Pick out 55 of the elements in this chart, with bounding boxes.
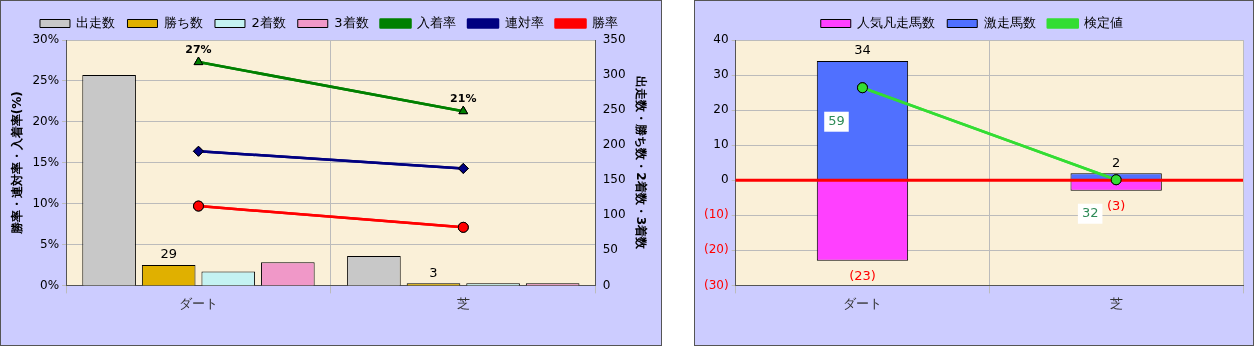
y2-axis-title: 出走数・勝ち数・2着数・3着数 xyxy=(633,76,648,251)
point xyxy=(457,162,469,174)
legend-label: 勝率 xyxy=(592,14,619,30)
y-tick-label: 30 xyxy=(713,67,729,82)
y-tick-label: 15% xyxy=(32,154,60,169)
data-label: 2 xyxy=(1112,154,1121,170)
point xyxy=(458,105,469,115)
x-tick-label: 芝 xyxy=(1109,295,1123,311)
legend-label: 3着数 xyxy=(334,14,369,30)
legend-label: 2着数 xyxy=(251,14,286,30)
y-axis-title: 勝率・連対率・入着率(%) xyxy=(10,91,25,236)
y-tick-label: 40 xyxy=(713,32,729,47)
data-label: (3) xyxy=(1106,198,1126,214)
y-tick-label: 25% xyxy=(32,73,60,88)
point xyxy=(457,221,469,233)
data-label: 3 xyxy=(429,264,438,280)
y-tick-label: 10% xyxy=(32,195,60,210)
y-tick-label: 20 xyxy=(713,102,729,117)
legend-label: 連対率 xyxy=(504,14,544,30)
legend-label: 激走馬数 xyxy=(983,14,1036,30)
y-tick-label: 20% xyxy=(32,113,60,128)
y2-tick-label: 200 xyxy=(602,137,626,152)
point xyxy=(193,56,204,66)
y2-tick-label: 50 xyxy=(602,242,618,257)
y2-tick-label: 0 xyxy=(602,277,611,292)
x-tick-label: ダート xyxy=(178,295,218,311)
y2-tick-label: 150 xyxy=(602,172,626,187)
y-tick-label: 30% xyxy=(32,32,60,47)
y2-tick-label: 350 xyxy=(602,32,626,47)
legend-label: 人気凡走馬数 xyxy=(857,14,936,30)
data-label: 59 xyxy=(828,113,845,129)
legend-label: 入着率 xyxy=(417,14,457,30)
y-tick-label: (20) xyxy=(703,242,729,257)
data-label: 29 xyxy=(160,246,177,262)
y2-tick-label: 250 xyxy=(602,102,626,117)
y-tick-label: 0% xyxy=(40,277,60,292)
y2-tick-label: 100 xyxy=(602,207,626,222)
data-label: 34 xyxy=(854,42,871,58)
point xyxy=(192,145,204,157)
y-tick-label: (30) xyxy=(703,277,729,292)
data-label: 21% xyxy=(450,92,477,106)
data-label: (23) xyxy=(849,268,876,284)
y-tick-label: 0 xyxy=(720,172,729,187)
data-label: 32 xyxy=(1081,205,1099,221)
x-tick-label: ダート xyxy=(842,295,882,311)
x-tick-label: 芝 xyxy=(456,295,470,311)
y-tick-label: 10 xyxy=(713,137,729,152)
y-tick-label: 5% xyxy=(40,236,60,251)
y-tick-label: (10) xyxy=(703,207,729,222)
legend-label: 検定値 xyxy=(1084,14,1124,30)
y2-tick-label: 300 xyxy=(602,67,626,82)
point xyxy=(192,200,204,212)
data-label: 27% xyxy=(185,42,212,56)
legend-label: 出走数 xyxy=(76,14,116,30)
legend-label: 勝ち数 xyxy=(163,14,203,30)
